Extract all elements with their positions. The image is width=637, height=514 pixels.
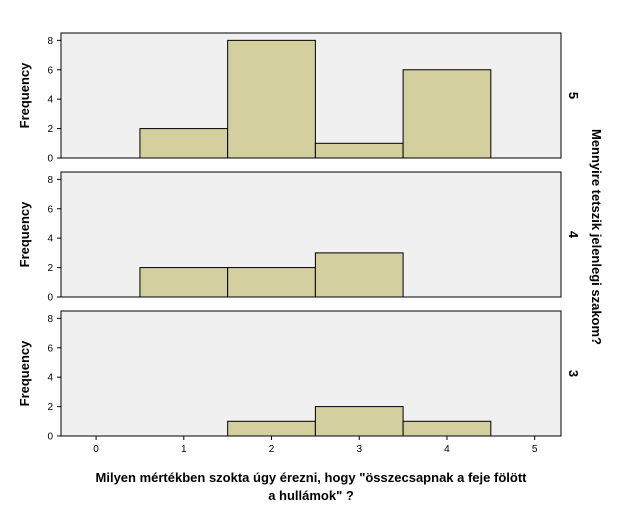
histogram-bar [139,128,229,159]
x-tick-label: 3 [356,444,362,455]
x-tick-label: 0 [93,444,99,455]
y-tick-label: 0 [47,293,53,304]
y-tick-label: 2 [47,263,53,274]
x-axis-label-line-1: Milyen mértékben szokta úgy érezni, hogy… [96,470,528,485]
histogram-bar [227,420,316,437]
y-tick-label: 6 [47,204,53,215]
y-axis-label: Frequency [17,201,32,268]
x-tick-label: 1 [181,444,187,455]
y-tick-label: 4 [47,373,53,384]
panel-label-3: 3 [566,370,581,377]
y-tick-label: 6 [47,65,53,76]
histogram-bar [402,69,492,159]
y-tick-label: 4 [47,234,53,245]
x-tick-label: 2 [269,444,275,455]
panel-label-4: 4 [566,231,581,239]
x-tick-label: 4 [444,444,450,455]
y-tick-label: 6 [47,343,53,354]
y-tick-label: 0 [47,154,53,165]
y-tick-label: 0 [47,432,53,443]
y-tick-label: 4 [47,95,53,106]
histogram-bar [227,39,316,159]
panel-4: 0 2 4 6 8 Frequency 4 [17,171,581,304]
panels-layer: 0 2 4 6 8 Frequency 5 0 2 4 6 8 Frequency 4 0 2 4 6 8 Frequ… [17,32,581,455]
y-axis-label: Frequency [17,62,32,129]
panel-background [60,310,562,437]
histogram-bar [314,252,404,298]
y-tick-label: 8 [47,36,53,47]
histogram-bar [402,420,492,437]
x-tick-label: 5 [532,444,538,455]
histogram-bar [139,267,229,298]
histogram-bar [314,406,404,437]
y-tick-label: 8 [47,314,53,325]
panel-3: 0 2 4 6 8 Frequency 3 [17,310,581,443]
x-axis-label-line-2: a hullámok" ? [268,488,354,503]
y-axis-label: Frequency [17,340,32,407]
y-tick-label: 2 [47,402,53,413]
facet-title: Mennyire tetszik jelenlegi szakom? [589,129,604,345]
panel-label-5: 5 [566,92,581,99]
y-tick-label: 8 [47,175,53,186]
histogram-bar [227,267,316,298]
y-tick-label: 2 [47,124,53,135]
histogram-bar [314,142,404,159]
panel-5: 0 2 4 6 8 Frequency 5 [17,32,581,165]
